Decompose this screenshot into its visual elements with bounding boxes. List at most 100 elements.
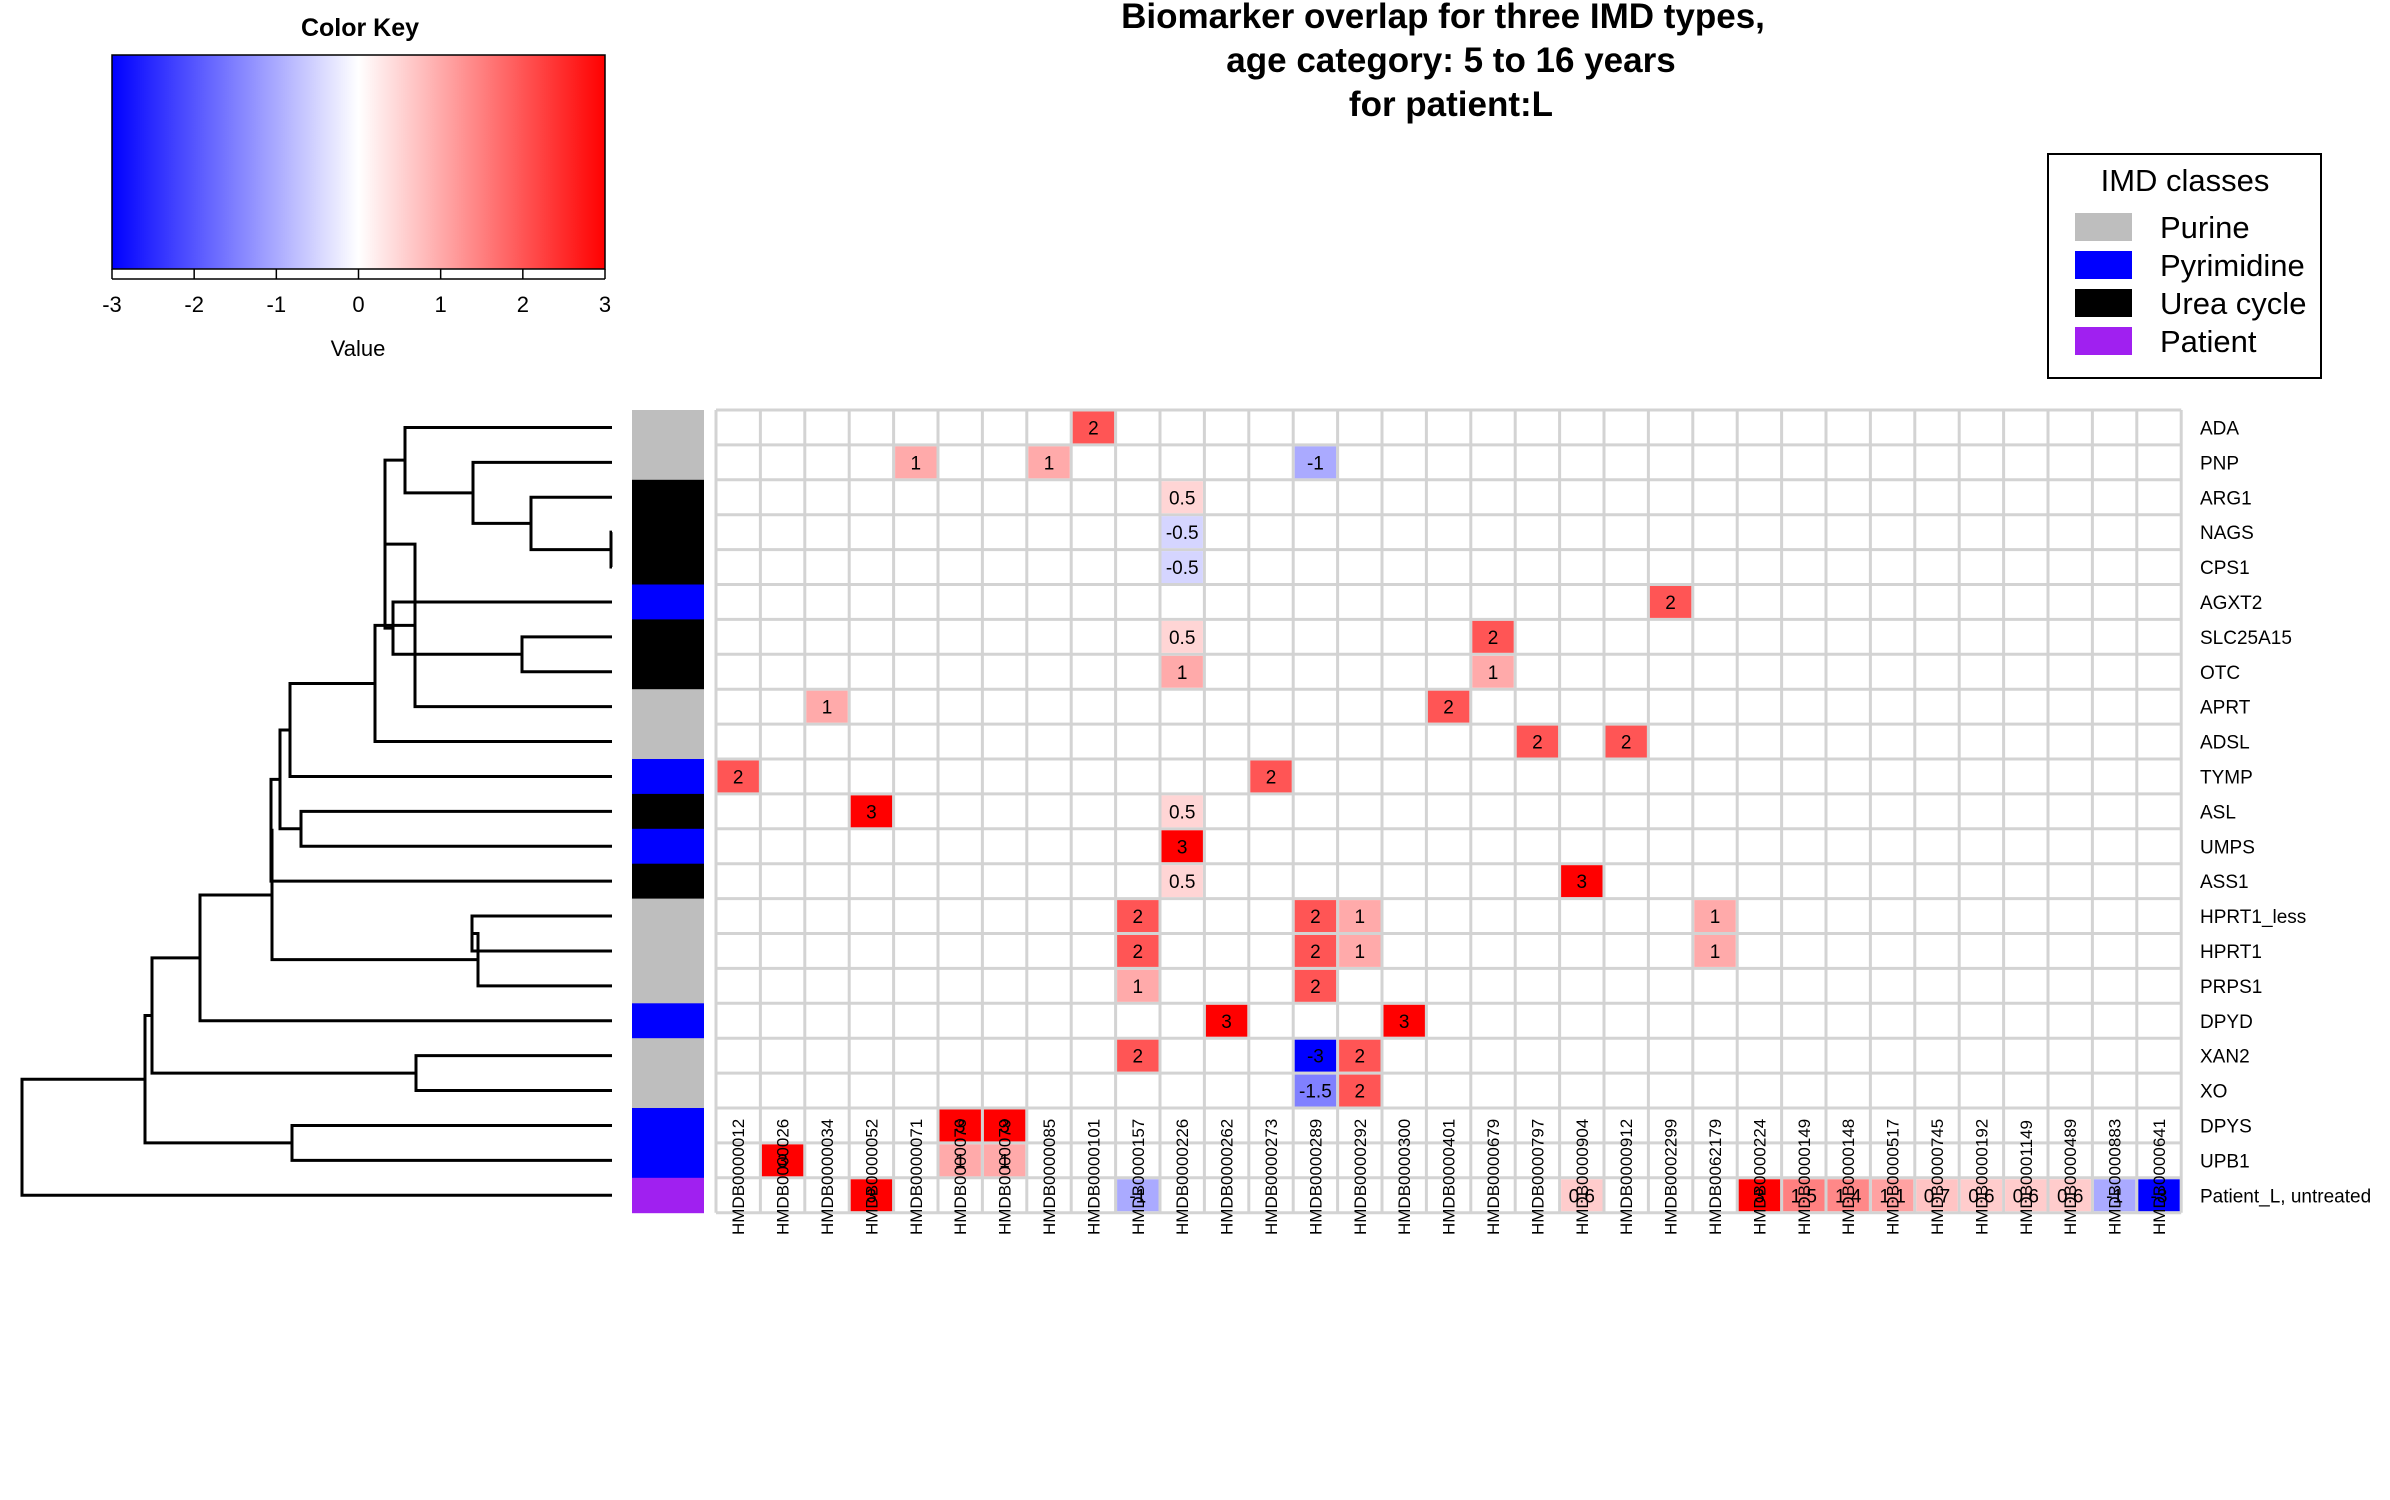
cell-value-label: 1 [822,698,833,719]
row-label: PRPS1 [2200,977,2262,998]
heatmap-cell [1072,411,1115,444]
color-key-tick-label: 2 [517,292,529,317]
cell-value-label: -3 [2151,1186,2168,1207]
row-class-swatch [632,479,704,516]
legend-label: Urea cycle [2160,286,2306,321]
row-label: HPRT1 [2200,942,2262,963]
column-label: HMDB0000292 [1351,1119,1370,1235]
cell-value-label: 2 [1310,977,1321,998]
row-label: DPYS [2200,1116,2252,1137]
dendrogram-branch [299,809,612,848]
heatmap-cell [1916,1179,1958,1212]
column-label: HMDB0000079 [996,1119,1015,1235]
dendrogram-branch [150,956,416,1075]
row-class-swatch [632,968,704,1004]
row-class-swatch [632,759,704,795]
column-label: HMDB0000401 [1440,1119,1459,1235]
legend-label: Purine [2160,210,2250,245]
heatmap-cell [1117,1179,1159,1212]
row-label: HPRT1_less [2200,907,2306,928]
heatmap-cell [1960,1179,2003,1212]
heatmap-cell [939,1109,981,1142]
row-class-swatch [632,549,704,585]
row-label: TYMP [2200,767,2253,788]
cell-value-label: 2 [1532,733,1543,754]
column-label: HMDB0000148 [1839,1119,1858,1235]
cell-value-label: 1.4 [1835,1186,1862,1207]
heatmap-cell [1161,620,1203,653]
row-class-swatch [632,898,704,934]
heatmap-cell [1383,1004,1425,1037]
row-class-swatch [632,1177,704,1214]
legend-swatch [2075,327,2132,355]
heatmap-cell [850,1179,893,1212]
cell-value-label: 0.6 [1569,1186,1595,1207]
dendrogram-branch [143,1013,292,1145]
color-key-tick-label: -3 [102,292,122,317]
color-key-tick-label: -1 [267,292,287,317]
column-label: HMDB0000262 [1218,1119,1237,1235]
heatmap-cell [1294,935,1337,967]
row-class-swatch [632,584,704,620]
column-label: HMDB0000641 [2150,1119,2169,1235]
row-labels: ADA PNP ARG1 NAGS CPS1 AGXT2 SLC25A15 OTC APRT AD… [2200,418,2371,1207]
column-label: HMDB0000149 [1795,1119,1814,1235]
dendrogram-branch [470,914,612,953]
heatmap-cell [1161,551,1203,583]
column-label: HMDB0000157 [1129,1119,1148,1235]
column-label: HMDB0000026 [774,1119,793,1235]
heatmap-cell [1516,725,1559,758]
dendrogram-branch [609,530,613,569]
row-label: XO [2200,1082,2227,1103]
heatmap-cell [895,446,937,479]
color-key-xlabel: Value [331,336,386,361]
cell-value-label: 3 [955,1116,966,1137]
row-label: ADA [2200,418,2239,439]
row-label: AGXT2 [2200,593,2262,614]
column-label: HMDB0002299 [1662,1119,1681,1235]
column-label: HMDB0000289 [1306,1119,1325,1235]
cell-value-label: 0.7 [1924,1186,1950,1207]
legend-swatch [2075,289,2132,317]
heatmap-cell [983,1144,1026,1177]
cell-value-label: 1 [1133,977,1144,998]
heatmap-cell [1117,900,1159,932]
heatmap-cell [1694,900,1736,932]
row-label: APRT [2200,698,2251,719]
heatmap-cell [1472,655,1514,688]
cell-value-label: 2 [1133,907,1144,928]
column-label: HMDB0000226 [1173,1119,1192,1235]
dendrogram-branch [391,600,612,656]
cell-value-label: -1 [1129,1186,1146,1207]
column-label: HMDB0000012 [729,1119,748,1235]
heatmap-cell [806,690,848,723]
row-label: UMPS [2200,837,2255,858]
heatmap-cell [1205,1004,1248,1037]
heatmap-cell [1339,1039,1381,1072]
cell-value-label: 2 [1443,698,1454,719]
legend-swatch [2075,251,2132,279]
row-label: ARG1 [2200,488,2252,509]
dendrogram-branch [520,635,612,674]
row-class-swatch [632,724,704,760]
heatmap-cell [1738,1179,1781,1212]
color-key: Color Key -3 -2 -1 0 1 2 3 Value [102,14,611,361]
cell-value-label: 3 [1754,1186,1765,1207]
heatmap-cell [1561,1179,1603,1212]
row-class-sidebar [632,410,704,1214]
cell-value-label: 1 [1355,907,1366,928]
title-line-2: age category: 5 to 16 years [1226,41,1675,80]
legend-label: Patient [2160,324,2257,359]
column-label: HMDB0000489 [2061,1119,2080,1235]
heatmap-cell [1649,586,1692,618]
cell-value-label: 1 [1355,942,1366,963]
cell-value-label: 2 [1266,767,1277,788]
heatmap-cell [1161,481,1203,514]
heatmap-cell [1117,935,1159,967]
cell-value-label: 1.5 [1791,1186,1817,1207]
row-class-swatch [632,444,704,481]
cell-value-label: 3 [1177,837,1188,858]
dendrogram-branch [198,893,612,1023]
